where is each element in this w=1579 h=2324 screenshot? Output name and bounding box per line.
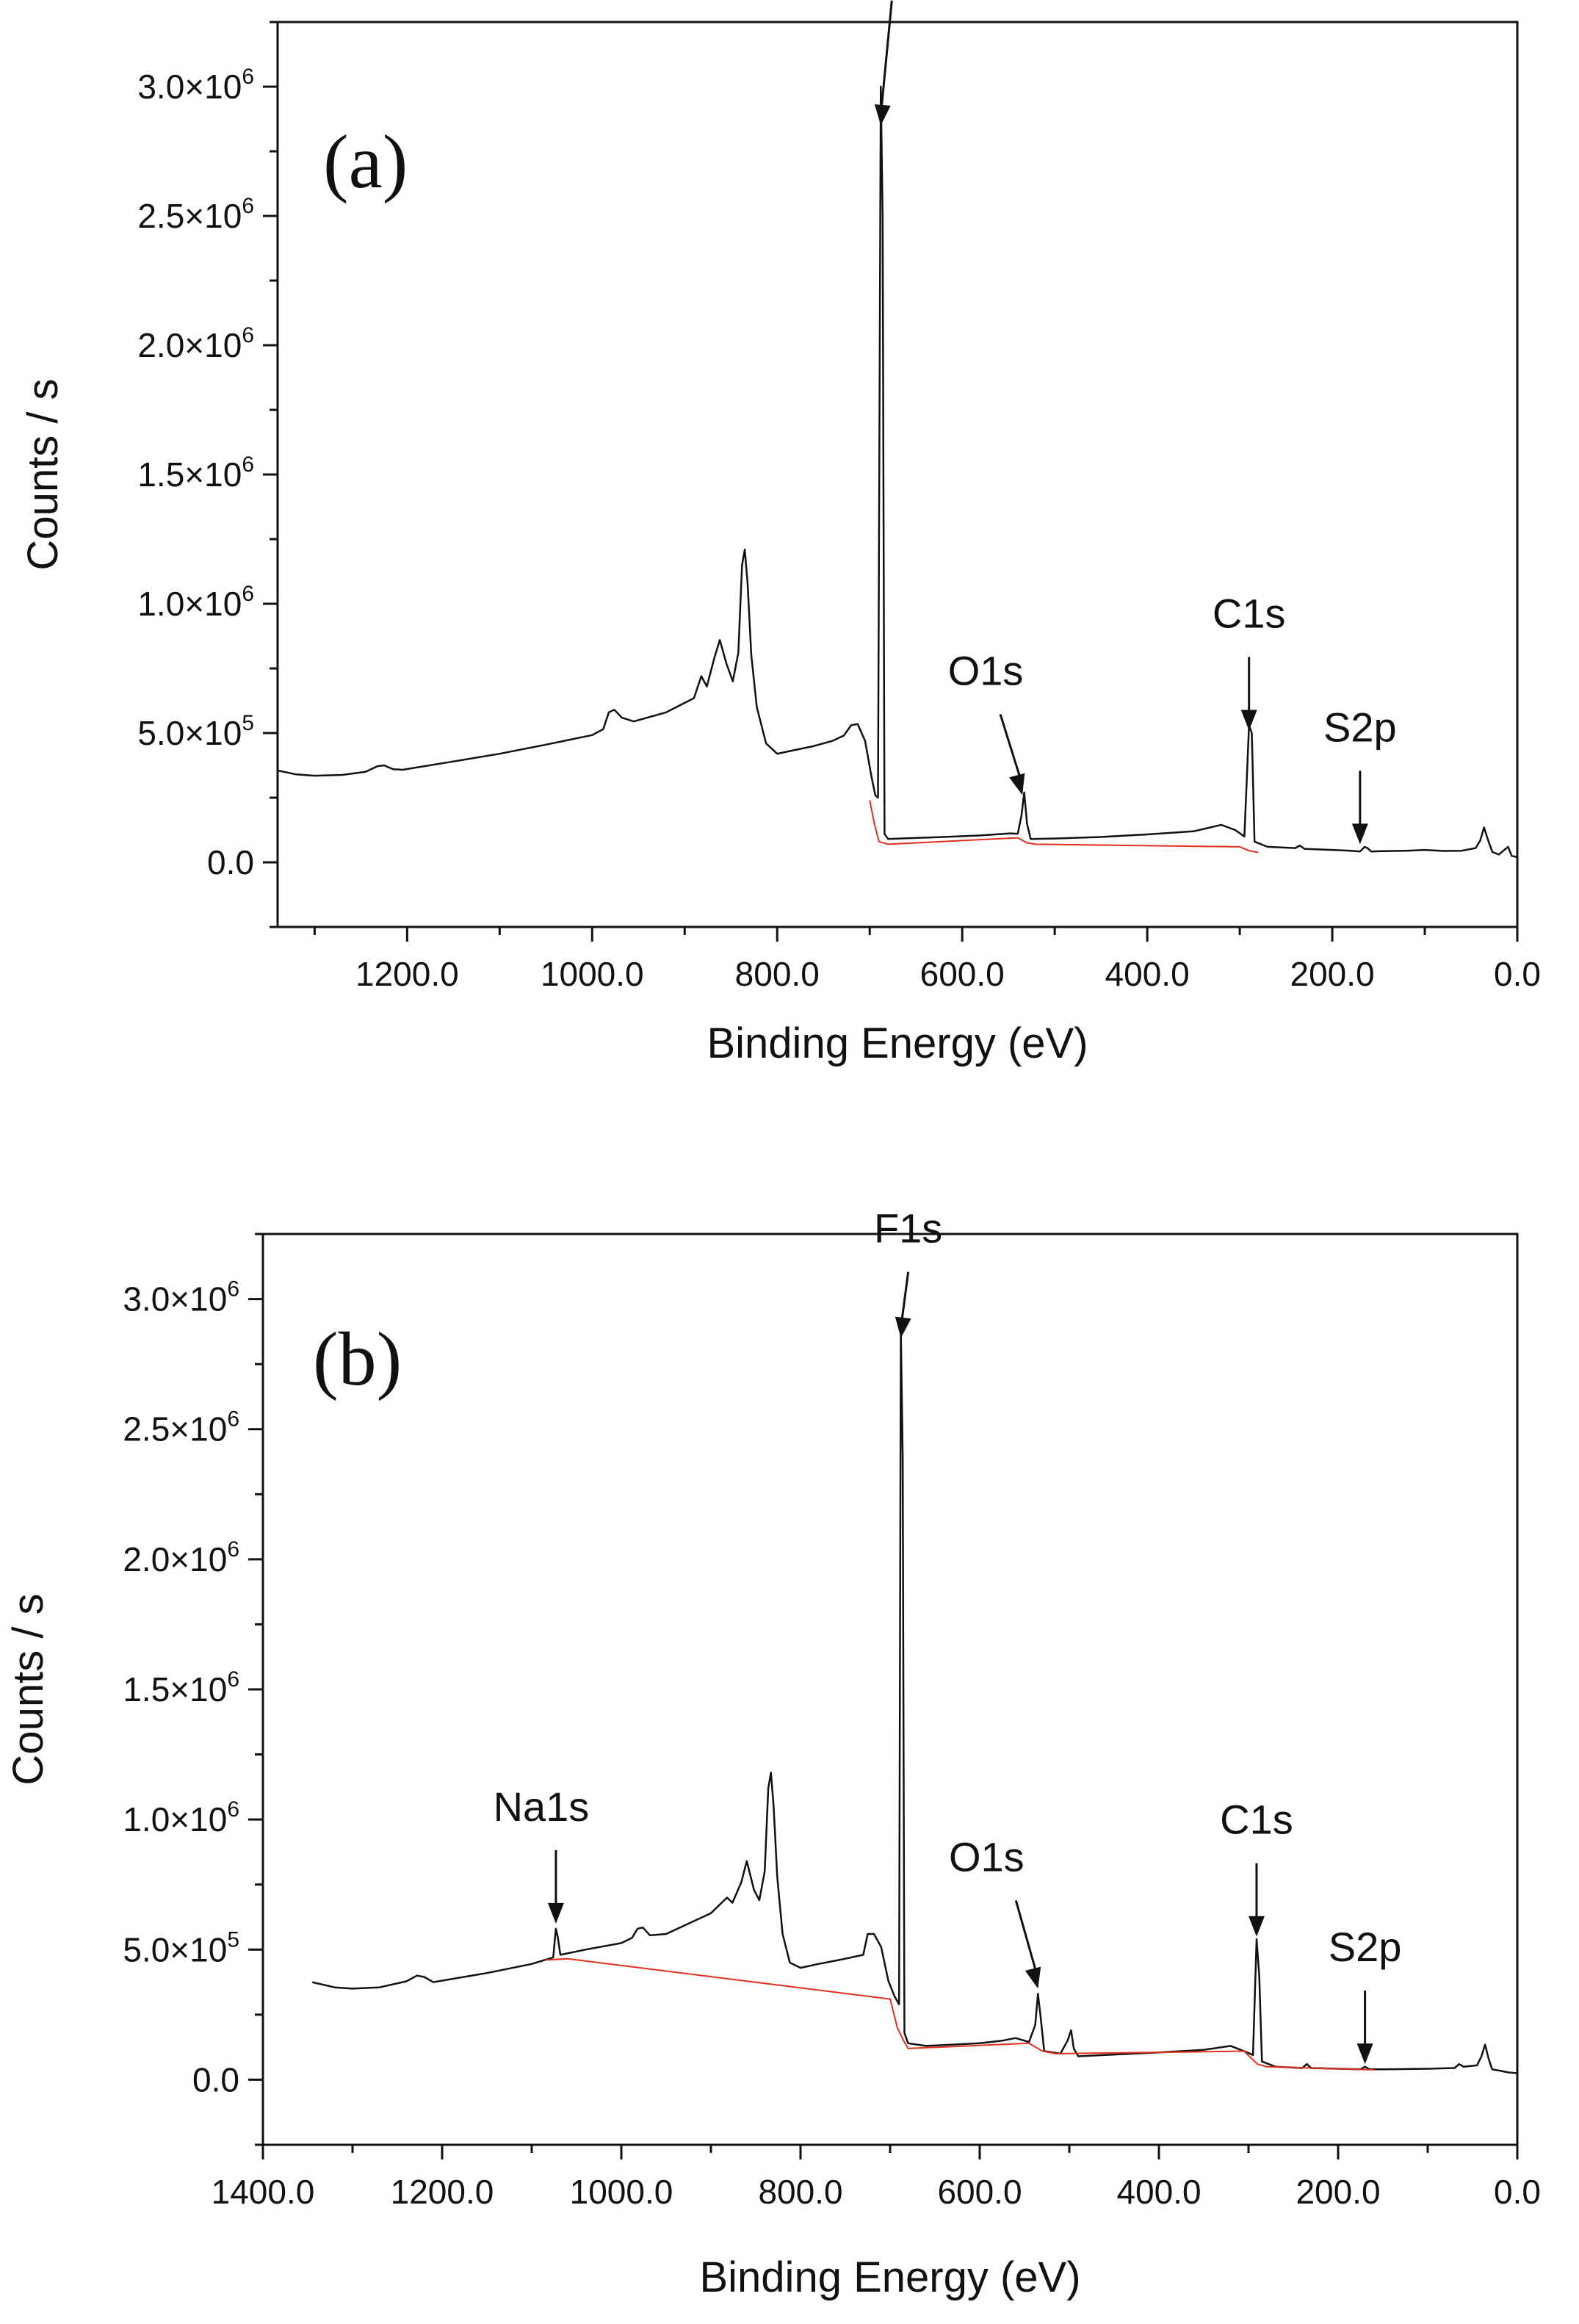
x-tick-label: 1200.0 [355, 955, 459, 993]
y-tick-exponent: 6 [227, 1277, 239, 1302]
y-tick-label: 0.0 [192, 2060, 239, 2099]
annotation-arrowhead [874, 104, 891, 126]
peak-label: C1s [1213, 590, 1286, 636]
y-tick-mantissa: 1.0×10 [137, 585, 242, 623]
x-tick-label: 200.0 [1296, 2173, 1380, 2211]
panel-label: (b) [313, 1317, 402, 1401]
peak-label: S2p [1323, 704, 1397, 750]
y-tick-mantissa: 1.0×10 [123, 1800, 227, 1838]
x-tick-label: 1000.0 [541, 955, 644, 993]
y-tick-label: 2.0×106 [137, 323, 254, 364]
y-tick-exponent: 6 [242, 323, 254, 347]
peak-label: O1s [948, 647, 1024, 693]
y-tick-exponent: 5 [242, 711, 254, 735]
y-tick-exponent: 6 [227, 1537, 239, 1562]
x-tick-label: 800.0 [758, 2173, 842, 2211]
chart-panel-b: 1400.0 1200.0 1000.0 800.0 600.0 400.0 200.0 0.… [4, 1205, 1541, 2301]
annotation-arrowhead [1248, 1916, 1265, 1937]
annotation-arrowhead [1240, 710, 1257, 731]
y-tick-exponent: 6 [242, 194, 254, 218]
peak-label: Na1s [494, 1783, 590, 1830]
background-line [869, 800, 1259, 854]
y-tick-label: 1.5×106 [123, 1667, 239, 1708]
y-tick-label: 1.0×106 [123, 1797, 239, 1838]
y-tick-label: 0.0 [207, 843, 254, 881]
plot-frame [261, 1233, 1519, 2146]
x-axis-title: Binding Energy (eV) [699, 2253, 1080, 2301]
y-tick-exponent: 5 [227, 1927, 239, 1952]
x-tick-label: 1400.0 [212, 2173, 315, 2211]
x-tick-label: 600.0 [920, 955, 1005, 993]
peak-label: S2p [1329, 1924, 1402, 1970]
x-tick-label: 400.0 [1105, 955, 1190, 993]
annotation-arrowhead [547, 1902, 564, 1924]
y-tick-exponent: 6 [242, 582, 254, 606]
y-tick-label: 2.5×106 [137, 194, 254, 235]
y-tick-exponent: 6 [227, 1667, 239, 1692]
y-tick-label: 1.0×106 [137, 582, 254, 623]
annotation-arrowhead [1351, 823, 1368, 845]
x-tick-label: 1000.0 [570, 2173, 673, 2211]
annotation-arrow-shaft [1014, 1900, 1039, 1979]
x-axis-title: Binding Energy (eV) [707, 1020, 1088, 1067]
x-tick-label: 1200.0 [391, 2173, 494, 2211]
y-tick-mantissa: 1.5×10 [137, 455, 242, 494]
plot-frame [276, 21, 1519, 928]
chart-panel-a: 1200.0 1000.0 800.0 600.0 400.0 200.0 0.0 0.0 5.… [19, 0, 1541, 1067]
x-tick-label: 800.0 [735, 955, 820, 993]
y-tick-label: 2.5×106 [123, 1407, 239, 1448]
y-tick-exponent: 6 [227, 1797, 239, 1822]
annotation-arrowhead [895, 1316, 911, 1338]
annotation-arrowhead [1356, 2043, 1373, 2065]
y-axis-title: Counts / s [19, 378, 67, 570]
annotation-arrowhead [1025, 1966, 1041, 1989]
annotation-arrow-shaft [999, 714, 1024, 785]
y-tick-mantissa: 2.0×10 [123, 1540, 227, 1578]
peak-label: F1s [874, 1205, 942, 1252]
x-tick-label: 0.0 [1494, 2173, 1541, 2211]
y-tick-exponent: 6 [242, 65, 254, 89]
y-tick-exponent: 6 [227, 1407, 239, 1432]
y-tick-label: 5.0×105 [123, 1927, 239, 1968]
x-tick-label: 600.0 [937, 2173, 1022, 2211]
y-tick-label: 5.0×105 [137, 711, 254, 752]
y-tick-mantissa: 2.5×10 [137, 197, 242, 235]
y-tick-mantissa: 5.0×10 [123, 1930, 227, 1968]
y-axis-title: Counts / s [4, 1593, 52, 1785]
y-tick-exponent: 6 [242, 452, 254, 477]
annotation-arrow-shaft [879, 0, 893, 115]
y-tick-mantissa: 3.0×10 [123, 1280, 227, 1318]
x-tick-label: 0.0 [1494, 955, 1541, 993]
y-tick-label: 3.0×106 [123, 1277, 239, 1318]
spectrum-line [277, 85, 1518, 859]
y-tick-mantissa: 2.5×10 [123, 1410, 227, 1448]
y-tick-mantissa: 2.0×10 [137, 326, 242, 364]
peak-label: O1s [949, 1833, 1025, 1880]
y-tick-label: 3.0×106 [137, 65, 254, 106]
y-tick-mantissa: 5.0×10 [137, 714, 242, 752]
y-tick-label: 2.0×106 [123, 1537, 239, 1578]
panel-label: (a) [323, 120, 408, 204]
y-tick-label: 1.5×106 [137, 452, 254, 494]
annotation-arrowhead [1009, 773, 1025, 795]
peak-label: C1s [1220, 1797, 1293, 1843]
y-tick-mantissa: 3.0×10 [137, 68, 242, 106]
x-tick-label: 400.0 [1116, 2173, 1201, 2211]
background-line [545, 1957, 1374, 2071]
x-tick-label: 200.0 [1290, 955, 1374, 993]
y-tick-mantissa: 1.5×10 [123, 1670, 227, 1708]
